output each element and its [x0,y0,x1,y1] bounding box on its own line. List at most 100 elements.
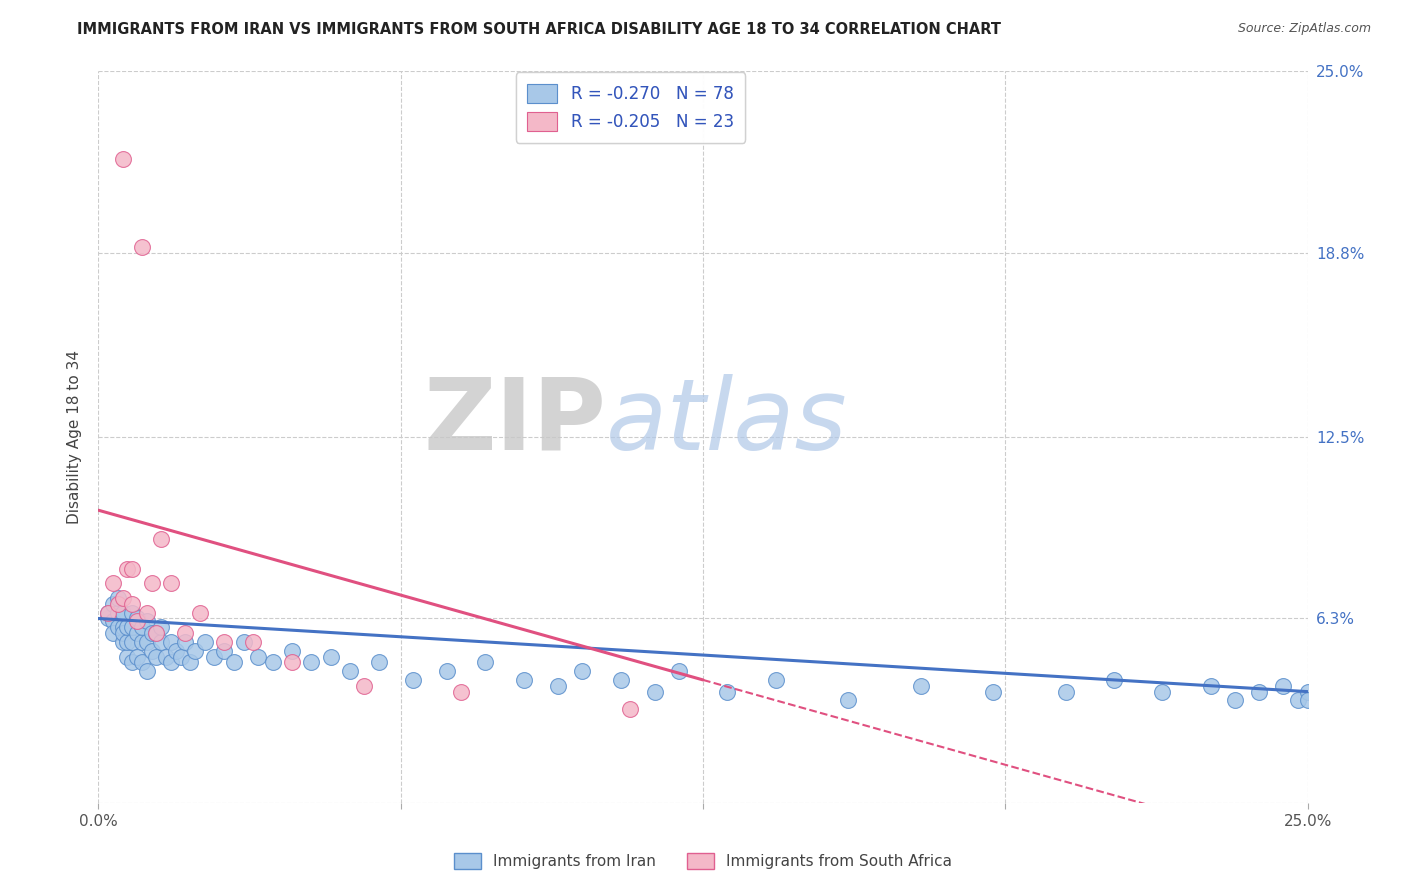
Point [668,664,690,678]
Point [319,649,342,664]
Point [436,664,458,678]
Point [97,611,120,625]
Point [107,597,129,611]
Point [1249,684,1271,698]
Point [131,240,153,254]
Legend: Immigrants from Iran, Immigrants from South Africa: Immigrants from Iran, Immigrants from So… [447,847,959,875]
Point [212,643,235,657]
Point [368,656,391,670]
Point [150,635,173,649]
Point [204,649,226,664]
Point [1102,673,1125,687]
Point [1286,693,1309,707]
Point [117,562,139,576]
Point [571,664,593,678]
Text: ZIP: ZIP [423,374,606,471]
Point [155,649,177,664]
Point [1272,679,1295,693]
Point [111,620,134,634]
Point [188,606,211,620]
Point [281,656,304,670]
Point [141,626,163,640]
Point [247,649,270,664]
Point [610,673,633,687]
Point [131,635,153,649]
Point [160,656,183,670]
Point [131,620,153,634]
Point [101,626,124,640]
Point [179,656,201,670]
Point [513,673,536,687]
Point [111,606,134,620]
Point [127,649,149,664]
Point [1054,684,1077,698]
Point [474,656,496,670]
Point [135,606,157,620]
Point [111,626,134,640]
Point [1223,693,1246,707]
Point [127,615,149,629]
Point [145,626,167,640]
Point [117,620,139,634]
Point [111,591,134,605]
Point [150,620,173,634]
Point [1296,684,1319,698]
Y-axis label: Disability Age 18 to 34: Disability Age 18 to 34 [67,350,83,524]
Point [107,606,129,620]
Point [150,533,173,547]
Point [222,656,245,670]
Legend: R = -0.270   N = 78, R = -0.205   N = 23: R = -0.270 N = 78, R = -0.205 N = 23 [516,72,745,143]
Point [101,597,124,611]
Point [910,679,932,693]
Point [1199,679,1222,693]
Point [184,643,207,657]
Point [716,684,738,698]
Point [165,643,187,657]
Point [281,643,304,657]
Point [402,673,425,687]
Point [97,606,120,620]
Point [107,591,129,605]
Point [174,626,197,640]
Point [145,649,167,664]
Point [169,649,191,664]
Point [174,635,197,649]
Point [160,635,183,649]
Point [547,679,569,693]
Point [101,576,124,591]
Point [111,152,134,166]
Point [121,620,143,634]
Point [644,684,666,698]
Point [141,576,163,591]
Point [160,576,183,591]
Point [107,620,129,634]
Point [212,635,235,649]
Point [135,635,157,649]
Point [232,635,254,649]
Point [121,562,143,576]
Point [127,626,149,640]
Point [121,597,143,611]
Point [111,635,134,649]
Point [242,635,264,649]
Point [121,656,143,670]
Point [339,664,361,678]
Point [131,656,153,670]
Point [194,635,217,649]
Text: Source: ZipAtlas.com: Source: ZipAtlas.com [1237,22,1371,36]
Point [117,635,139,649]
Text: atlas: atlas [606,374,848,471]
Point [765,673,787,687]
Text: IMMIGRANTS FROM IRAN VS IMMIGRANTS FROM SOUTH AFRICA DISABILITY AGE 18 TO 34 COR: IMMIGRANTS FROM IRAN VS IMMIGRANTS FROM … [77,22,1001,37]
Point [619,702,641,716]
Point [837,693,859,707]
Point [1296,693,1319,707]
Point [101,615,124,629]
Point [450,684,472,698]
Point [262,656,284,670]
Point [135,615,157,629]
Point [121,635,143,649]
Point [135,664,157,678]
Point [353,679,375,693]
Point [145,626,167,640]
